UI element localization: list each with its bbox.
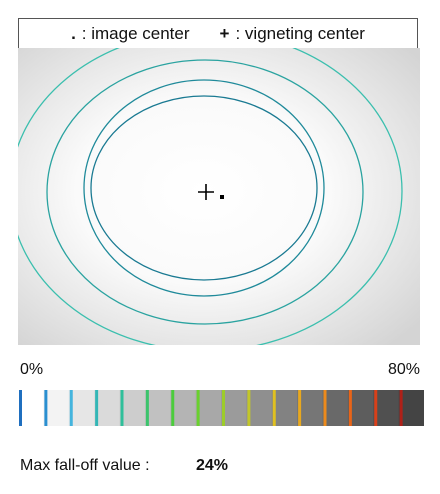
color-scale xyxy=(18,390,424,426)
contour xyxy=(90,95,318,281)
scale-stripe xyxy=(69,390,73,426)
scale-step xyxy=(43,390,70,426)
scale-step xyxy=(119,390,146,426)
scale-step xyxy=(347,390,374,426)
scale-step xyxy=(246,390,273,426)
scale-step xyxy=(398,390,424,426)
scale-step xyxy=(170,390,197,426)
scale-step xyxy=(195,390,222,426)
image-center xyxy=(220,195,224,199)
scale-min: 0% xyxy=(20,361,44,378)
scale-stripe xyxy=(222,390,225,426)
scale-step xyxy=(271,390,298,426)
scale-stripe xyxy=(298,390,302,426)
legend-label: : image center xyxy=(81,23,190,43)
scale-stripe xyxy=(171,390,175,426)
legend-symbol: + xyxy=(219,23,230,43)
scale-stripe xyxy=(95,390,99,426)
legend-item: .: image center xyxy=(71,24,189,44)
scale-stripe xyxy=(44,390,48,426)
vignetting-center xyxy=(198,184,214,200)
scale-step xyxy=(18,390,44,426)
scale-stripe xyxy=(272,390,276,426)
legend-label: : vigneting center xyxy=(235,23,365,43)
scale-stripe xyxy=(19,390,22,426)
result-label: Max fall-off value : xyxy=(20,457,150,474)
contour xyxy=(83,79,325,297)
scale-stripe xyxy=(247,390,251,426)
scale-stripe xyxy=(120,390,124,426)
contour xyxy=(46,59,364,325)
legend-symbol: . xyxy=(71,23,76,43)
scale-step xyxy=(221,390,247,426)
scale-stripe xyxy=(374,390,378,426)
scale-stripe xyxy=(196,390,200,426)
result-value: 24% xyxy=(196,457,228,475)
scale-step xyxy=(322,390,349,426)
scale-step xyxy=(144,390,171,426)
contour xyxy=(18,48,403,345)
result-value-text: 24% xyxy=(196,457,229,474)
falloff-image xyxy=(18,48,420,345)
scale-step xyxy=(297,390,323,426)
scale-step xyxy=(373,390,400,426)
scale-step xyxy=(68,390,95,426)
scale-stripe xyxy=(348,390,352,426)
legend-item: +: vigneting center xyxy=(220,24,365,44)
scale-stripe xyxy=(145,390,149,426)
legend: .: image center +: vigneting center xyxy=(18,18,418,49)
scale-max: 80% xyxy=(388,361,421,378)
scale-stripe xyxy=(323,390,327,426)
scale-stripe xyxy=(399,390,403,426)
scale-step xyxy=(94,390,120,426)
